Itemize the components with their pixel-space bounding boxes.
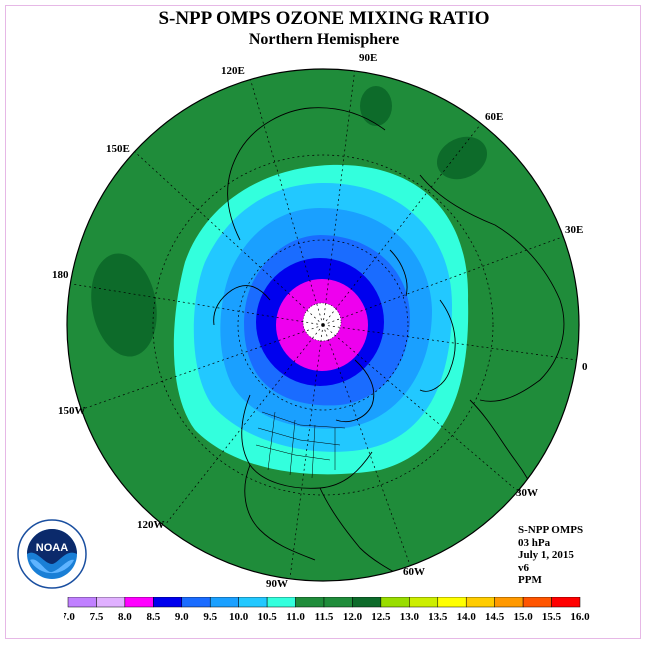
logo-text: NOAA xyxy=(36,542,68,554)
colorbar-swatch xyxy=(323,597,353,608)
colorbar-swatch xyxy=(153,597,183,608)
colorbar-swatch xyxy=(352,597,382,608)
colorbar-tick-label: 15.5 xyxy=(542,611,562,623)
lon-label-90w: 90W xyxy=(266,578,288,590)
colorbar-tick-label: 10.5 xyxy=(257,611,277,623)
info-line-date: July 1, 2015 xyxy=(518,549,574,561)
colorbar: 7.0 7.5 8.0 8.5 9.0 9.5 10.0 10.5 11.0 11.5 12.0 12… xyxy=(64,597,590,623)
lon-label-120e: 120E xyxy=(221,65,245,77)
colorbar-swatch xyxy=(209,597,239,608)
polar-data-gap xyxy=(303,303,341,341)
colorbar-swatch xyxy=(551,597,581,608)
colorbar-swatch xyxy=(295,597,325,608)
page-subtitle: Northern Hemisphere xyxy=(248,31,400,48)
coastlines xyxy=(213,107,565,579)
colorbar-tick-label: 14.5 xyxy=(485,611,505,623)
map-boundary xyxy=(66,68,580,582)
page-title: S-NPP OMPS OZONE MIXING RATIO xyxy=(158,8,490,29)
info-line-product: S-NPP OMPS xyxy=(518,524,584,536)
meridians xyxy=(71,69,578,579)
graticule xyxy=(152,154,494,496)
colorbar-tick-label: 13.5 xyxy=(428,611,448,623)
colorbar-tick-label: 10.0 xyxy=(229,611,249,623)
lon-label-0: 0 xyxy=(582,361,588,373)
colorbar-tick-label: 15.0 xyxy=(513,611,533,623)
colorbar-swatch xyxy=(124,597,154,608)
colorbar-tick-label: 14.0 xyxy=(457,611,477,623)
colorbar-swatch xyxy=(380,597,410,608)
colorbar-tick-label: 7.5 xyxy=(90,611,104,623)
lon-label-150w: 150W xyxy=(58,405,86,417)
lon-label-150e: 150E xyxy=(106,143,130,155)
lon-label-30e: 30E xyxy=(565,224,583,236)
colorbar-tick-label: 8.5 xyxy=(146,611,160,623)
colorbar-tick-label: 16.0 xyxy=(570,611,590,623)
colorbar-tick-label: 11.5 xyxy=(315,611,334,623)
colorbar-swatch xyxy=(522,597,552,608)
info-line-pressure: 03 hPa xyxy=(518,536,551,549)
image-frame xyxy=(5,5,641,639)
colorbar-tick-label: 9.5 xyxy=(203,611,217,623)
colorbar-swatches xyxy=(67,597,581,608)
info-line-units: PPM xyxy=(518,574,542,586)
us-state-boundaries xyxy=(255,411,346,479)
lon-label-180: 180 xyxy=(52,269,69,281)
colorbar-tick-label: 13.0 xyxy=(400,611,420,623)
colorbar-swatch xyxy=(409,597,439,608)
colorbar-swatch xyxy=(96,597,126,608)
noaa-logo-icon: NOAA xyxy=(17,519,87,589)
colorbar-tick-label: 9.0 xyxy=(175,611,189,623)
info-line-version: v6 xyxy=(518,561,529,574)
colorbar-swatch xyxy=(437,597,467,608)
colorbar-ticks: 7.0 7.5 8.0 8.5 9.0 9.5 10.0 10.5 11.0 11.5 12.0 12… xyxy=(64,611,590,623)
info-block: S-NPP OMPS 03 hPa July 1, 2015 v6 PPM xyxy=(518,524,583,587)
colorbar-tick-label: 11.0 xyxy=(286,611,305,623)
colorbar-swatch xyxy=(181,597,211,608)
lon-label-60e: 60E xyxy=(485,111,503,123)
colorbar-tick-label: 12.0 xyxy=(343,611,363,623)
colorbar-tick-label: 12.5 xyxy=(371,611,391,623)
lon-label-30w: 30W xyxy=(516,487,538,499)
colorbar-tick-label: 8.0 xyxy=(118,611,132,623)
lon-label-60w: 60W xyxy=(403,566,425,578)
colorbar-swatch xyxy=(238,597,268,608)
colorbar-swatch xyxy=(67,597,97,608)
lon-label-90e: 90E xyxy=(359,52,377,64)
high-region-pacific xyxy=(91,253,157,357)
colorbar-swatch xyxy=(266,597,296,608)
high-region-siberia xyxy=(436,136,488,180)
colorbar-tick-label: 7.0 xyxy=(64,611,75,623)
lon-label-120w: 120W xyxy=(137,519,165,531)
high-region-north xyxy=(360,86,392,126)
colorbar-swatch xyxy=(494,597,524,608)
colorbar-swatch xyxy=(465,597,495,608)
